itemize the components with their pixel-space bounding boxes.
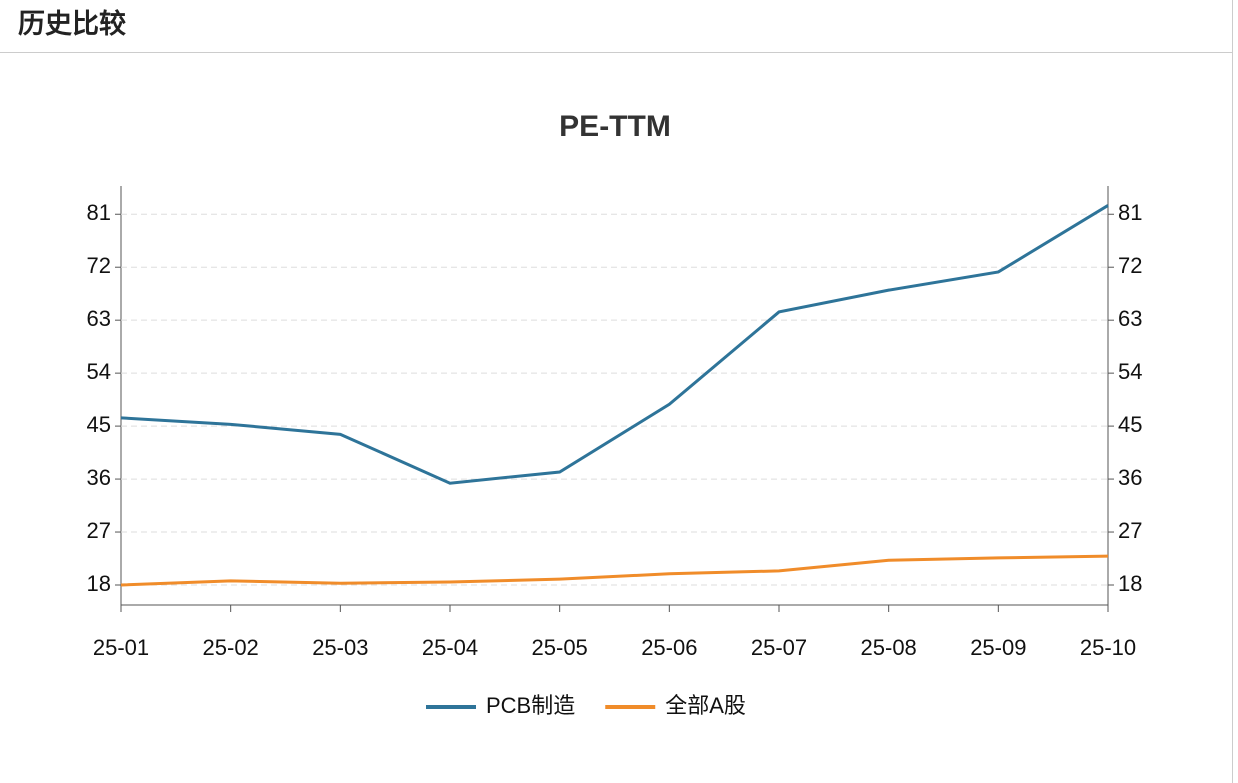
x-tick-label: 25-02 [203,635,259,660]
y2-tick-label: 72 [1118,253,1142,278]
y2-tick-label: 27 [1118,518,1142,543]
line-series [120,204,1109,485]
y-tick-label: 18 [87,571,111,596]
line-series [120,554,1109,587]
x-tick-label: 25-09 [970,635,1026,660]
x-tick-label: 25-07 [751,635,807,660]
header: 历史比较 [0,0,1232,53]
x-tick-label: 25-05 [532,635,588,660]
y-tick-label: 72 [87,253,111,278]
chart-title: PE-TTM [559,110,671,143]
y2-tick-label: 45 [1118,412,1142,437]
y2-tick-label: 54 [1118,359,1142,384]
y2-tick-label: 18 [1118,571,1142,596]
y-tick-label: 45 [87,412,111,437]
y-tick-label: 27 [87,518,111,543]
x-tick-label: 25-01 [93,635,149,660]
x-tick-label: 25-08 [861,635,917,660]
y-tick-label: 63 [87,306,111,331]
header-title: 历史比较 [18,9,126,39]
legend-label: PCB制造 [486,693,575,718]
x-tick-label: 25-03 [312,635,368,660]
y-tick-label: 81 [87,200,111,225]
y2-tick-label: 63 [1118,306,1142,331]
legend-label: 全部A股 [665,693,746,718]
y-tick-label: 54 [87,359,111,384]
x-tick-label: 25-06 [641,635,697,660]
y2-tick-label: 36 [1118,465,1142,490]
y-tick-label: 36 [87,465,111,490]
x-tick-label: 25-10 [1080,635,1136,660]
frame-border [1232,0,1233,783]
y2-tick-label: 81 [1118,200,1142,225]
x-tick-label: 25-04 [422,635,478,660]
